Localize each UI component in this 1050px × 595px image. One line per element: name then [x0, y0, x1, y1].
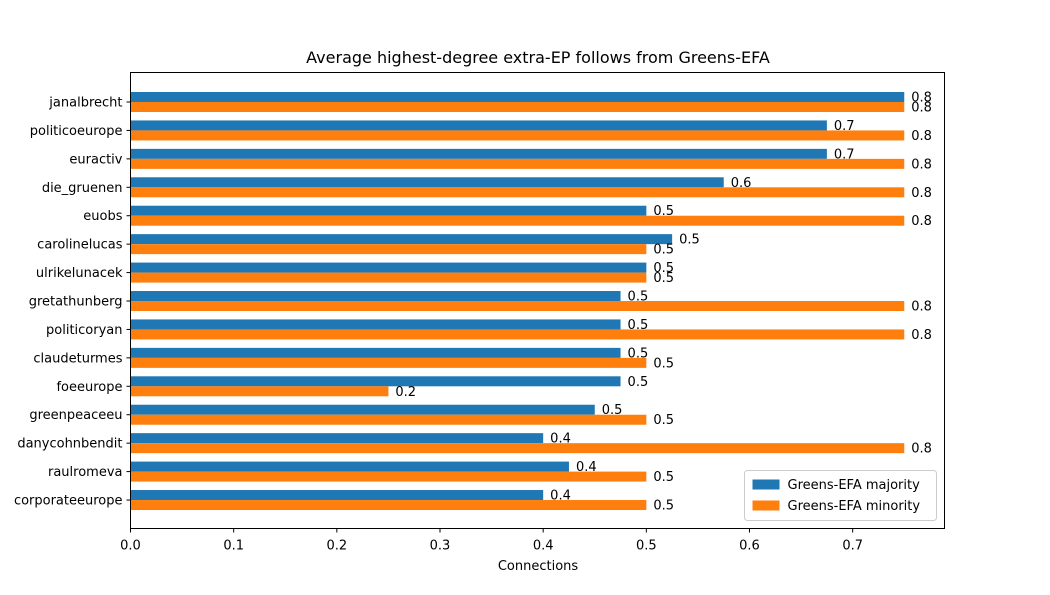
bar	[130, 120, 827, 131]
bar	[130, 461, 569, 472]
y-tick-label: gretathunberg	[29, 295, 123, 310]
bar	[130, 490, 544, 501]
bar	[130, 414, 647, 425]
bar	[130, 471, 647, 482]
bar-value-label: 0.8	[911, 157, 932, 172]
bar	[130, 187, 905, 198]
y-tick-label: danycohnbendit	[17, 437, 122, 452]
y-tick-label: ulrikelunacek	[36, 266, 123, 281]
bars-layer	[130, 92, 905, 511]
x-tick-label: 0.2	[326, 539, 347, 554]
bar	[130, 500, 647, 511]
x-tick-label: 0.0	[120, 539, 141, 554]
y-axis: janalbrecht politicoeurope euractiv die_gru…	[14, 96, 131, 509]
x-tick-label: 0.6	[739, 539, 760, 554]
bar	[130, 102, 905, 112]
y-tick-label: janalbrecht	[48, 96, 122, 111]
bar	[130, 262, 647, 273]
bar	[130, 301, 905, 312]
bar-value-label: 0.6	[731, 176, 752, 191]
legend-swatch	[752, 479, 780, 490]
x-tick-label: 0.4	[533, 539, 554, 554]
bar-value-label: 0.5	[602, 403, 623, 418]
bar-value-label: 0.5	[653, 261, 674, 276]
bar	[130, 376, 621, 387]
y-tick-label: greenpeaceeu	[29, 408, 122, 423]
x-axis: 0.0 0.1 0.2 0.3 0.4 0.5 0.6 0.7	[120, 528, 863, 554]
chart-title: Average highest-degree extra-EP follows …	[306, 48, 770, 67]
bar	[130, 433, 544, 444]
bar-value-label: 0.5	[628, 318, 649, 333]
x-tick-label: 0.3	[430, 539, 451, 554]
bar-value-label: 0.5	[653, 271, 674, 286]
bar	[130, 319, 621, 330]
legend-swatch	[752, 500, 780, 511]
bar	[130, 357, 647, 368]
bar	[130, 205, 647, 216]
y-tick-label: carolinelucas	[37, 238, 123, 253]
bar-value-label: 0.8	[911, 328, 932, 343]
bar	[130, 215, 905, 226]
y-tick-label: claudeturmes	[33, 351, 122, 366]
plot-frame	[130, 72, 945, 529]
bar-value-label: 0.5	[653, 499, 674, 514]
bar-value-label: 0.4	[550, 489, 571, 504]
bar-value-label: 0.5	[653, 204, 674, 219]
bar	[130, 347, 621, 358]
x-tick-label: 0.1	[223, 539, 244, 554]
legend-label: Greens-EFA minority	[788, 499, 921, 514]
bar-value-label: 0.4	[550, 432, 571, 447]
bar-value-label: 0.5	[653, 470, 674, 485]
bar-value-label: 0.2	[395, 385, 416, 400]
y-tick-label: foeeurope	[56, 380, 122, 395]
bar	[130, 158, 905, 169]
y-tick-label: die_gruenen	[42, 181, 123, 196]
bar-value-label: 0.5	[628, 290, 649, 305]
bar-value-label: 0.8	[911, 300, 932, 315]
bar-value-label: 0.5	[628, 375, 649, 390]
y-tick-label: politicoryan	[46, 323, 122, 338]
bar-value-label: 0.5	[628, 346, 649, 361]
bar-labels-layer: 0.80.80.70.80.70.80.60.80.50.80.50.50.50…	[395, 91, 932, 514]
bar-value-label: 0.5	[653, 356, 674, 371]
bar-value-label: 0.7	[834, 147, 855, 162]
bar	[130, 92, 905, 102]
legend-box	[744, 470, 937, 521]
bar	[130, 272, 647, 283]
bar-value-label: 0.4	[576, 460, 597, 475]
bar-value-label: 0.8	[911, 91, 932, 106]
bar-value-label: 0.8	[911, 129, 932, 144]
bar	[130, 443, 905, 454]
bar	[130, 386, 389, 397]
x-tick-label: 0.5	[636, 539, 657, 554]
bar-value-label: 0.8	[911, 101, 932, 116]
bar	[130, 291, 621, 302]
x-tick-label: 0.7	[842, 539, 863, 554]
y-tick-label: euractiv	[69, 152, 122, 167]
bar-value-label: 0.8	[911, 186, 932, 201]
legend-label: Greens-EFA majority	[788, 478, 921, 493]
bar	[130, 404, 595, 415]
bar	[130, 234, 673, 245]
y-tick-label: corporateeurope	[14, 494, 123, 509]
bar-value-label: 0.5	[679, 233, 700, 248]
bar-value-label: 0.5	[653, 413, 674, 428]
bar	[130, 177, 724, 188]
y-tick-label: euobs	[83, 209, 122, 224]
bar-value-label: 0.5	[653, 243, 674, 258]
bar	[130, 329, 905, 340]
bar-value-label: 0.8	[911, 442, 932, 457]
y-tick-label: politicoeurope	[30, 124, 123, 139]
bar	[130, 148, 827, 159]
x-axis-label: Connections	[498, 559, 579, 574]
bar	[130, 130, 905, 141]
legend: Greens-EFA majority Greens-EFA minority	[744, 470, 937, 521]
bar-value-label: 0.7	[834, 119, 855, 134]
y-tick-label: raulromeva	[48, 465, 123, 480]
bar-value-label: 0.8	[911, 214, 932, 229]
bar	[130, 244, 647, 255]
